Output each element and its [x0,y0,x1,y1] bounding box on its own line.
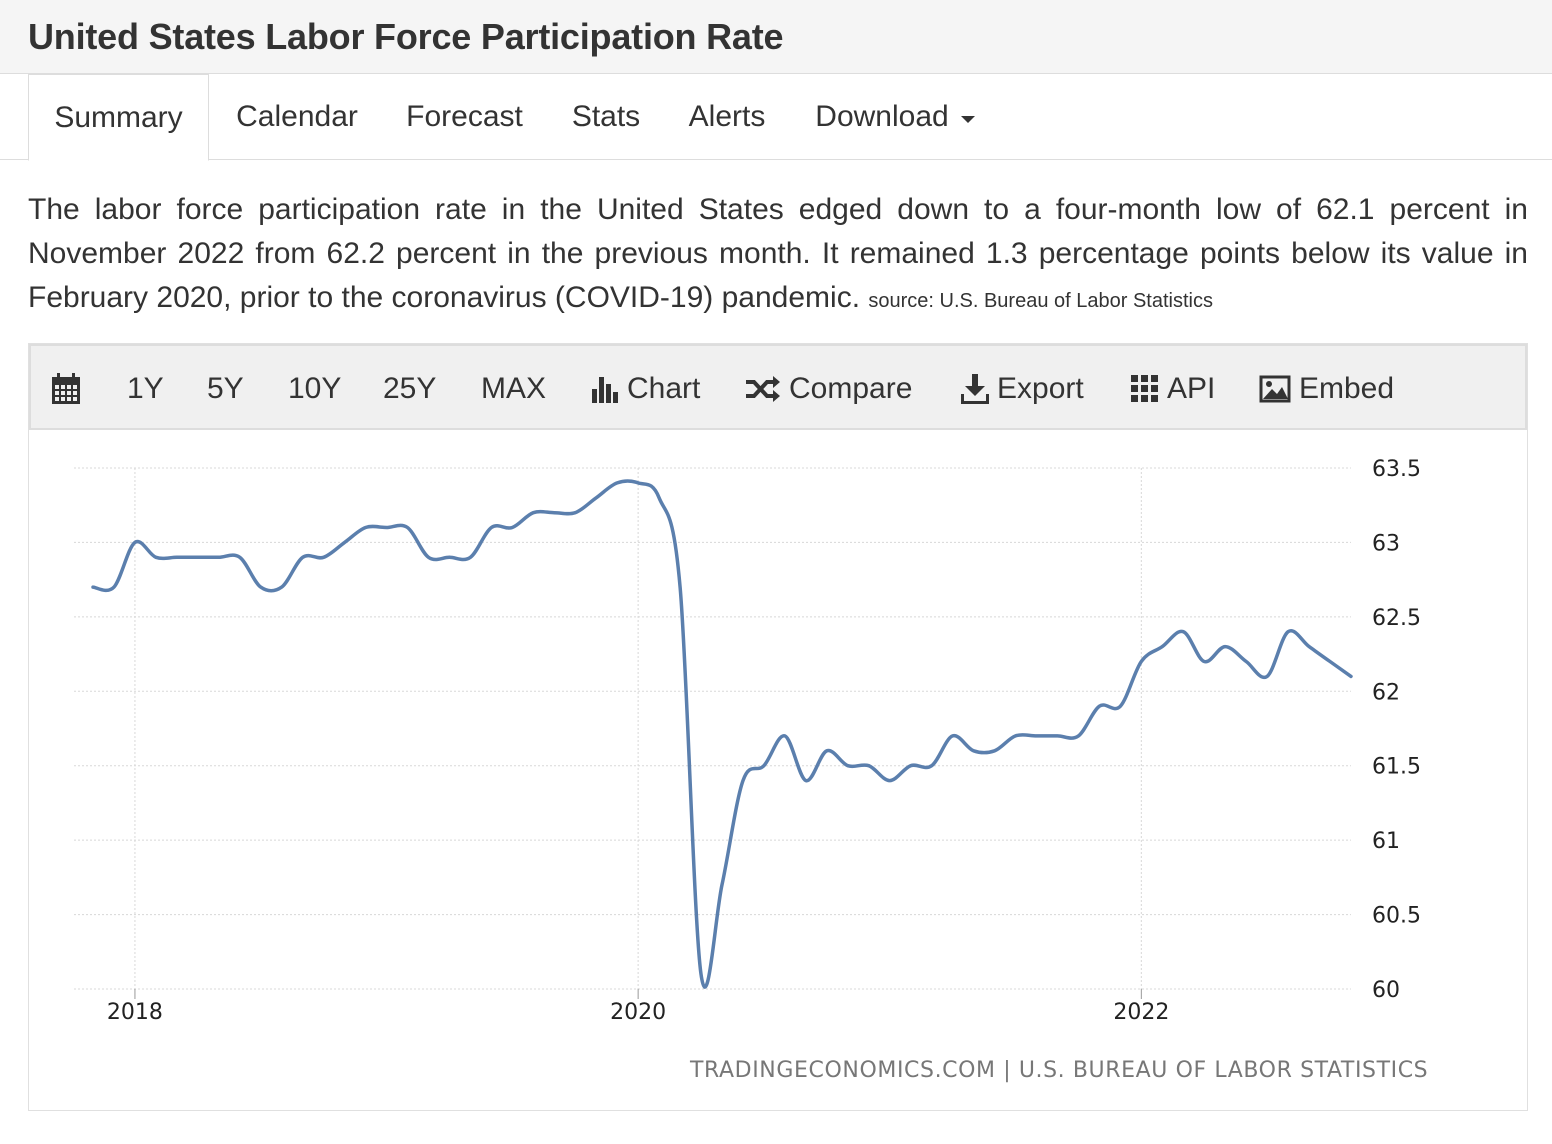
tab-summary[interactable]: Summary [28,74,209,161]
chart-panel: 1Y 5Y 10Y 25Y MAX Chart Compare [28,343,1528,1111]
tab-label: Summary [54,100,183,134]
y-tick-label: 60 [1372,978,1400,1003]
shuffle-icon [746,376,780,402]
range-label: 1Y [127,372,164,405]
y-tick-label: 63 [1372,531,1400,556]
calendar-button[interactable] [51,346,89,432]
y-tick-label: 61 [1372,829,1400,854]
y-tick-label: 62.5 [1372,606,1421,631]
tab-label: Calendar [236,100,358,133]
summary-paragraph: The labor force participation rate in th… [28,188,1528,323]
tab-alerts[interactable]: Alerts [674,74,780,160]
range-5y-button[interactable]: 5Y [207,346,244,432]
range-label: 25Y [383,372,437,405]
compare-button[interactable]: Compare [745,346,912,432]
api-button[interactable]: API [1131,346,1215,432]
y-tick-label: 62 [1372,680,1400,705]
y-tick-label: 63.5 [1372,457,1421,482]
summary-text: The labor force participation rate in th… [28,193,1528,314]
page-title: United States Labor Force Participation … [28,16,784,57]
tab-calendar[interactable]: Calendar [222,74,372,160]
tab-label: Download [815,100,949,133]
range-label: 10Y [288,372,342,405]
range-max-button[interactable]: MAX [481,346,546,432]
summary-source: source: U.S. Bureau of Labor Statistics [868,290,1213,312]
export-button[interactable]: Export [961,346,1084,432]
range-1y-button[interactable]: 1Y [127,346,164,432]
range-label: MAX [481,372,547,405]
y-tick-label: 61.5 [1372,755,1421,780]
export-label: Export [997,372,1084,405]
chart-source-footer: TRADINGECONOMICS.COM | U.S. BUREAU OF LA… [690,1058,1429,1083]
caret-down-icon [960,115,975,123]
download-icon [961,374,989,404]
image-icon [1259,375,1291,403]
chart-toolbar: 1Y 5Y 10Y 25Y MAX Chart Compare [29,344,1527,430]
x-tick-label: 2020 [610,1000,666,1025]
x-tick-label: 2022 [1113,1000,1169,1025]
grid-icon [1131,375,1158,402]
bar-chart-icon [592,377,618,403]
tab-stats[interactable]: Stats [558,74,654,160]
embed-button[interactable]: Embed [1259,346,1394,432]
chart-type-button[interactable]: Chart [591,346,700,432]
tab-label: Forecast [406,100,523,133]
api-label: API [1167,372,1216,405]
series-line [91,479,1353,989]
range-label: 5Y [207,372,244,405]
y-tick-label: 60.5 [1372,904,1421,929]
x-tick-label: 2018 [107,1000,163,1025]
line-chart: 63.5 63 62.5 62 61.5 61 60.5 60 2018 2020 2022 [74,457,1421,1025]
tab-download[interactable]: Download [800,74,990,160]
range-25y-button[interactable]: 25Y [383,346,436,432]
calendar-icon [52,373,80,404]
title-bar: United States Labor Force Participation … [0,0,1552,74]
tab-label: Stats [571,100,641,133]
tab-bar: Summary Calendar Forecast Stats Alerts D… [0,74,1552,161]
tab-label: Alerts [688,100,766,133]
range-10y-button[interactable]: 10Y [288,346,341,432]
compare-label: Compare [789,372,913,405]
tab-forecast[interactable]: Forecast [392,74,537,160]
embed-label: Embed [1299,372,1395,405]
chart-label: Chart [627,372,701,405]
